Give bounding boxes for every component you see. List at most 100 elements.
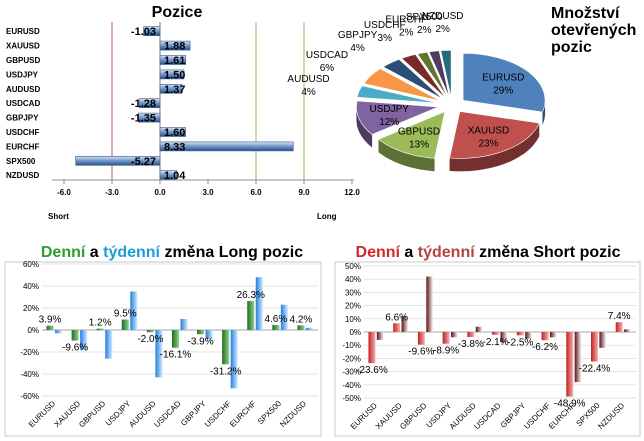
title-part: Denní [356, 244, 401, 261]
pie-label-name: XAUUSD [468, 125, 510, 136]
category-label: EURUSD [27, 399, 57, 429]
daily-bar [96, 328, 104, 330]
category-label: EURUSD [6, 27, 40, 36]
x-tick-label: 3.0 [202, 188, 214, 197]
category-label: NZDUSD [6, 171, 40, 180]
data-label: -6.2% [532, 342, 558, 353]
daily-bar [272, 324, 280, 330]
daily-bar [247, 301, 255, 330]
pie-label-name: AUDUSD [287, 74, 329, 85]
y-tick-label: 0% [27, 326, 39, 335]
bar-value-label: 1.88 [164, 41, 185, 53]
short-chart-frame [334, 261, 641, 437]
bar-value-label: 8.33 [164, 141, 185, 153]
position-bar [139, 98, 161, 108]
title-part: Denní [41, 244, 86, 261]
pie-label-name: GBPJPY [338, 30, 378, 41]
y-tick-label: -40% [342, 381, 361, 390]
daily-bar [467, 332, 475, 338]
data-label: -23.6% [356, 365, 388, 376]
daily-bar [541, 332, 549, 341]
y-tick-label: 20% [345, 302, 361, 311]
data-label: 6.6% [385, 312, 408, 323]
positions-x-ticks: -6.0 -3.0 0.0 3.0 6.0 9.0 12.0 [52, 179, 360, 197]
weekly-bar [525, 332, 533, 339]
pie-labels: EURUSD 29% XAUUSD 23% GBPUSD 13% USDJPY 12% AUDU… [287, 11, 524, 151]
category-label: USDCAD [6, 99, 40, 108]
bar-value-label: -5.27 [131, 156, 156, 168]
category-label: AUDUSD [6, 85, 40, 94]
weekly-bar [230, 330, 238, 389]
pie-label-name: USDCAD [306, 50, 348, 61]
category-label: EURCHF [228, 399, 258, 429]
weekly-bar [500, 332, 508, 343]
category-label: USDCAD [472, 401, 502, 431]
weekly-bar [180, 319, 188, 330]
pie-label-value: 3% [378, 33, 393, 44]
pie-slice-nzdusd [440, 50, 452, 98]
bar-value-label: -1.03 [131, 26, 156, 38]
y-tick-label: -60% [20, 392, 39, 401]
pie-label-value: 2% [399, 28, 414, 39]
weekly-bar [574, 332, 582, 383]
daily-bar [197, 330, 205, 335]
pie-slice-audusd [356, 85, 439, 104]
pie-slice-eurusd [462, 52, 546, 113]
pie-label-value: 2% [435, 24, 450, 35]
y-tick-label: -20% [342, 354, 361, 363]
daily-bar [146, 330, 154, 333]
pie-label-name: EURCHF [385, 15, 427, 26]
x-tick-label: 12.0 [344, 188, 360, 197]
daily-bar [368, 332, 376, 364]
data-label: 1.2% [89, 318, 112, 329]
data-label: -2.1% [482, 337, 508, 348]
daily-bar [71, 330, 79, 341]
bar-value-label: 1.61 [164, 55, 185, 67]
bar-value-label: 1.60 [164, 127, 185, 139]
pie-slice-gbpjpy [382, 59, 444, 100]
x-tick-label: -6.0 [57, 188, 71, 197]
position-bar [143, 26, 161, 37]
position-bar [159, 141, 294, 152]
pie-slice-side [449, 123, 540, 172]
weekly-bar [624, 329, 632, 332]
data-label: 26.3% [237, 290, 265, 301]
weekly-bar [130, 291, 138, 330]
weekly-bar [105, 330, 113, 359]
pie-label-name: SPX500 [406, 12, 443, 23]
category-label: USDCHF [6, 128, 39, 137]
bar-value-label: 1.37 [164, 84, 185, 96]
long-chart-frame [4, 261, 322, 437]
y-tick-label: 0% [349, 328, 361, 337]
title-part: změna Short pozic [475, 244, 621, 261]
positions-title: Pozice [152, 4, 203, 21]
positions-category-labels: EURUSD XAUUSD GBPUSD USDJPY AUDUSD USDCAD GBPJ… [6, 27, 40, 180]
y-tick-label: -30% [342, 368, 361, 377]
daily-bar [442, 332, 450, 344]
weekly-bar [80, 330, 88, 350]
weekly-bar [305, 327, 313, 330]
data-label: 9.5% [114, 309, 137, 320]
short-change-chart: Denní a týdenní změna Short pozic 50% 40%… [334, 244, 641, 437]
pie-slice-usdjpy [356, 100, 439, 135]
weekly-bar [376, 332, 384, 340]
data-label: -2.0% [137, 334, 163, 345]
position-bar [75, 156, 161, 166]
weekly-bar [155, 330, 163, 378]
pie-slice-eurchf [417, 51, 448, 98]
category-label: USDJPY [6, 70, 39, 79]
data-label: -2.5% [507, 337, 533, 348]
category-label: GBPJPY [6, 114, 39, 123]
bar-value-label: -1.28 [131, 98, 156, 110]
category-label: USDCHF [203, 399, 233, 429]
pie-label-name: USDCHF [364, 20, 406, 31]
position-bar [138, 112, 161, 123]
daily-bar [393, 323, 401, 332]
category-label: NZDUSD [278, 399, 308, 429]
position-bar [159, 40, 191, 51]
weekly-bar [401, 316, 409, 332]
pie-label-value: 2% [417, 25, 432, 36]
pie-label-name: USDJPY [369, 104, 409, 115]
